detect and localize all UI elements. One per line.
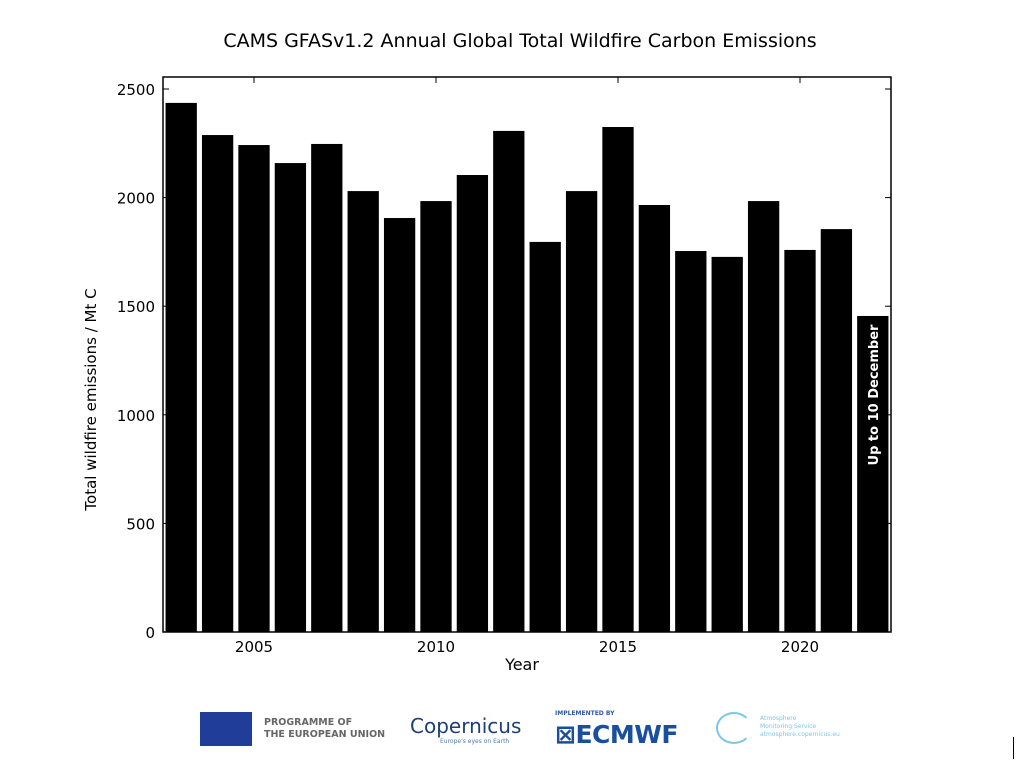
x-tick-label: 2020 [781, 638, 819, 656]
bar-2011 [456, 175, 489, 632]
y-tick-label: 1500 [117, 298, 155, 316]
copernicus-logo: Copernicus [410, 714, 522, 738]
eu-flag-logo [200, 712, 252, 746]
copernicus-subtitle: Europe's eyes on Earth [440, 738, 510, 745]
implemented-by-text: IMPLEMENTED BY [555, 710, 615, 717]
bar-2022 [857, 315, 889, 632]
bar-2018 [711, 256, 743, 632]
cams-logo-icon [716, 712, 752, 744]
bar-2015 [602, 127, 634, 632]
bar-2021 [820, 229, 853, 632]
cams-text: Atmosphere Monitoring Service atmosphere… [760, 715, 840, 739]
bar-2017 [675, 251, 707, 633]
y-tick-label: 500 [126, 515, 155, 533]
copernicus-text: opernicus [423, 714, 522, 738]
eu-programme-text: PROGRAMME OF THE EUROPEAN UNION [264, 717, 385, 741]
bar-2003 [165, 102, 197, 632]
bar-2019 [747, 201, 780, 632]
bar-2012 [493, 130, 525, 632]
bar-2013 [529, 241, 561, 632]
bar-2006 [274, 163, 307, 633]
eu-line2: THE EUROPEAN UNION [264, 729, 386, 740]
text-cursor [1013, 737, 1014, 759]
x-tick-label: 2005 [235, 638, 273, 656]
y-axis-label: Total wildfire emissions / Mt C [82, 288, 100, 511]
y-tick-label: 1000 [117, 407, 155, 425]
bar-2009 [383, 218, 416, 633]
bar-annotation: Up to 10 December [867, 324, 882, 465]
y-tick-label: 0 [145, 624, 155, 642]
x-tick-label: 2015 [599, 638, 637, 656]
cams-url: atmosphere.copernicus.eu [760, 731, 840, 738]
ecmwf-text: ECMWF [575, 720, 678, 749]
bar-2020 [784, 249, 816, 633]
ecmwf-logo: ⊠ECMWF [555, 720, 678, 749]
bar-chart: 0 500 1000 1500 2000 2500 2005 2010 2015 2020 Year… [82, 76, 892, 674]
plot-frame [162, 76, 892, 633]
cams-line2: Monitoring Service [760, 723, 817, 730]
y-tick-label: 2000 [117, 190, 155, 208]
bar-2010 [420, 201, 452, 632]
eu-line1: PROGRAMME OF [264, 717, 353, 728]
bar-2014 [565, 191, 598, 633]
bar-2007 [311, 143, 343, 632]
y-tick-label: 2500 [117, 81, 155, 99]
cams-line1: Atmosphere [760, 715, 797, 722]
x-axis-label: Year [504, 655, 539, 674]
bar-2016 [638, 204, 671, 632]
bar-2008 [347, 191, 379, 633]
chart-title: CAMS GFASv1.2 Annual Global Total Wildfi… [223, 30, 817, 52]
x-tick-label: 2010 [417, 638, 455, 656]
logo-strip: PROGRAMME OF THE EUROPEAN UNION Copernic… [0, 710, 1024, 750]
bar-2004 [201, 135, 234, 633]
bar-2005 [238, 145, 270, 632]
